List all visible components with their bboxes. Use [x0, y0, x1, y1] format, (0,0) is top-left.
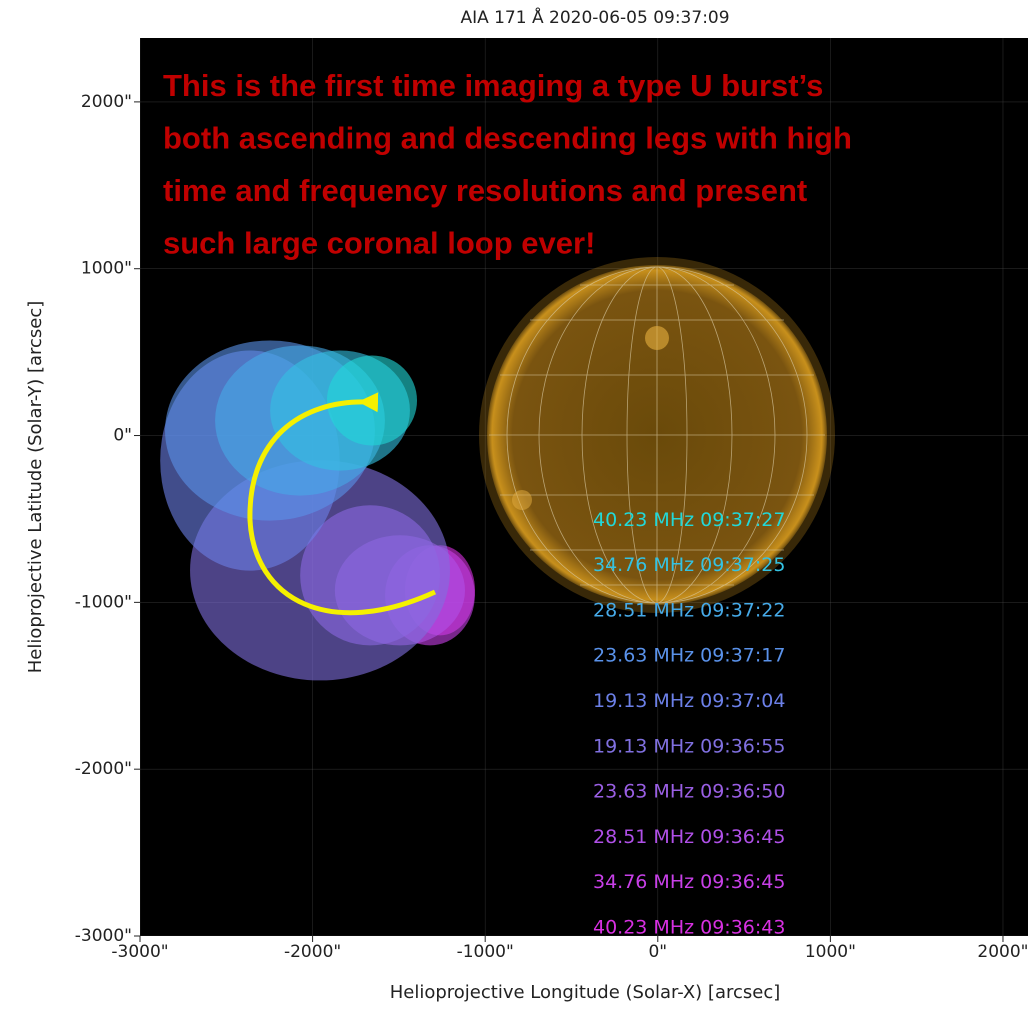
- x-axis-label: Helioprojective Longitude (Solar-X) [arc…: [390, 982, 781, 1003]
- legend-label: 40.23 MHz 09:37:27: [593, 509, 785, 531]
- y-axis-label: Helioprojective Latitude (Solar-Y) [arcs…: [25, 301, 46, 674]
- y-tick-label: -2000": [75, 759, 132, 779]
- x-tick-label: 0": [648, 942, 667, 962]
- x-tick-label: 2000": [977, 942, 1028, 962]
- arrow: [247, 392, 437, 616]
- legend-label: 23.63 MHz 09:37:17: [593, 645, 785, 667]
- annotation: This is the first time imaging a type U …: [163, 68, 852, 261]
- burst-source: [326, 355, 418, 446]
- legend-label: 19.13 MHz 09:37:04: [593, 690, 785, 712]
- x-tick-label: 1000": [805, 942, 856, 962]
- legend-label: 34.76 MHz 09:36:45: [593, 871, 785, 893]
- x-tick-label: -1000": [457, 942, 514, 962]
- y-tick-label: 2000": [81, 92, 132, 112]
- legend-label: 28.51 MHz 09:36:45: [593, 826, 785, 848]
- legend-label: 40.23 MHz 09:36:43: [593, 917, 785, 939]
- legend-label: 28.51 MHz 09:37:22: [593, 599, 785, 621]
- legend-label: 19.13 MHz 09:36:55: [593, 735, 785, 757]
- x-tick-label: -3000": [111, 942, 168, 962]
- annotation-line: time and frequency resolutions and prese…: [163, 173, 807, 208]
- legend-label: 23.63 MHz 09:36:50: [593, 781, 785, 803]
- annotation-line: such large coronal loop ever!: [163, 226, 595, 261]
- y-tick-label: -3000": [75, 926, 132, 946]
- legend-label: 34.76 MHz 09:37:25: [593, 554, 785, 576]
- y-tick-label: 1000": [81, 259, 132, 279]
- x-tick-label: -2000": [284, 942, 341, 962]
- y-tick-label: -1000": [75, 592, 132, 612]
- y-tick-label: 0": [113, 426, 132, 446]
- chart-title: AIA 171 Å 2020-06-05 09:37:09: [460, 6, 729, 28]
- annotation-line: both ascending and descending legs with …: [163, 121, 852, 156]
- annotation-line: This is the first time imaging a type U …: [163, 68, 823, 103]
- sun: [479, 257, 835, 613]
